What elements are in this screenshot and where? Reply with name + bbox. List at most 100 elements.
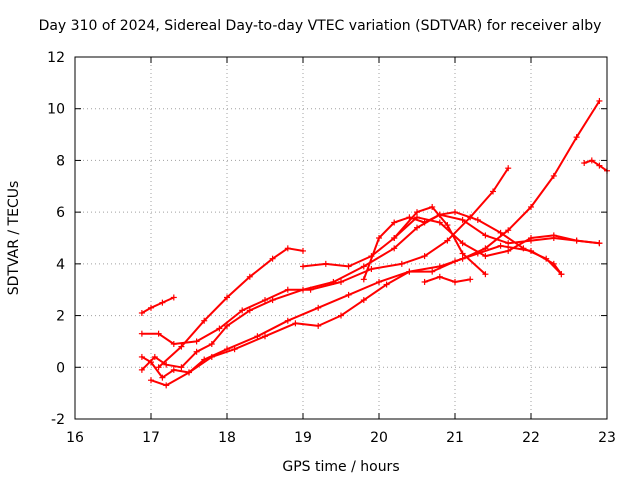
data-point (490, 188, 496, 195)
data-point (246, 273, 253, 280)
data-point (505, 247, 512, 254)
data-point (208, 353, 215, 360)
data-point (224, 322, 230, 329)
data-point (436, 273, 443, 280)
data-point (138, 330, 145, 337)
data-point (452, 209, 458, 216)
data-point (148, 377, 154, 384)
data-point (398, 260, 405, 267)
data-point (444, 237, 451, 244)
data-point (459, 216, 466, 223)
data-point (170, 294, 177, 301)
series-line-s7 (302, 216, 601, 268)
data-point (300, 263, 306, 270)
data-point (269, 255, 276, 262)
data-point (444, 222, 451, 229)
data-point (231, 346, 238, 353)
data-point (193, 338, 200, 345)
data-point (459, 250, 466, 257)
x-tick-label: 22 (522, 430, 540, 446)
x-tick-label: 21 (446, 430, 464, 446)
data-point (528, 235, 534, 241)
grid-layer (75, 57, 607, 419)
data-point (315, 304, 322, 311)
tick-layer: 16 17 18 19 20 21 22 23 -2 0 2 4 6 8 10 12 (47, 50, 616, 446)
data-point (193, 348, 200, 355)
y-tick-label: 6 (56, 205, 65, 221)
data-point (497, 229, 504, 236)
data-point (376, 278, 382, 285)
data-point (284, 245, 291, 252)
data-point (151, 353, 158, 360)
x-tick-label: 17 (142, 430, 160, 446)
data-point (360, 263, 367, 270)
data-point (322, 260, 329, 267)
data-point (338, 312, 344, 319)
data-point (138, 366, 145, 373)
series-line-s3 (140, 167, 510, 345)
data-point (159, 299, 166, 306)
data-point (482, 232, 489, 239)
data-point (436, 219, 443, 226)
data-point (178, 364, 185, 371)
data-point (170, 341, 177, 348)
data-point (391, 235, 398, 241)
data-point (482, 253, 489, 260)
data-point (505, 165, 512, 172)
data-point (452, 258, 458, 265)
data-point (391, 219, 398, 226)
y-tick-label: -2 (51, 412, 65, 428)
y-tick-label: 2 (56, 309, 65, 325)
data-point (330, 278, 337, 285)
data-point (383, 281, 390, 288)
data-point (338, 278, 344, 285)
data-point (474, 216, 481, 223)
data-point (148, 304, 154, 311)
data-point (246, 307, 253, 314)
data-point (224, 294, 230, 301)
data-point (391, 245, 398, 252)
data-point (284, 286, 291, 293)
data-point (170, 366, 177, 373)
y-tick-label: 0 (56, 360, 65, 376)
data-point (429, 268, 436, 275)
series-line-s11 (583, 159, 608, 172)
data-point (269, 297, 276, 304)
data-point (178, 343, 185, 350)
data-point (429, 203, 436, 210)
x-tick-label: 16 (66, 430, 84, 446)
data-point (155, 330, 162, 337)
series-line-s9 (393, 206, 487, 276)
data-point (163, 382, 170, 389)
data-point (360, 276, 367, 283)
data-point (315, 322, 322, 329)
data-point (216, 325, 223, 332)
data-point (138, 309, 145, 316)
data-point (520, 245, 527, 252)
data-point (414, 209, 420, 216)
series-line-s10 (423, 275, 472, 283)
x-tick-label: 20 (370, 430, 388, 446)
y-tick-label: 12 (47, 50, 65, 66)
data-point (467, 276, 474, 283)
data-point (558, 271, 565, 278)
data-point (345, 263, 352, 270)
data-point (581, 160, 588, 167)
data-point (497, 242, 504, 249)
series-layer (138, 97, 610, 389)
data-point (368, 266, 375, 273)
data-point (376, 235, 382, 241)
data-point (345, 291, 352, 298)
data-point (138, 353, 145, 360)
data-point (505, 227, 512, 234)
data-point (596, 162, 603, 169)
data-point (159, 374, 166, 381)
data-point (596, 97, 603, 104)
y-tick-label: 4 (56, 257, 65, 273)
x-tick-label: 18 (218, 430, 236, 446)
data-point (459, 240, 466, 247)
data-point (421, 253, 428, 260)
data-point (186, 369, 192, 376)
y-axis-label: SDTVAR / TECUs (6, 181, 22, 296)
